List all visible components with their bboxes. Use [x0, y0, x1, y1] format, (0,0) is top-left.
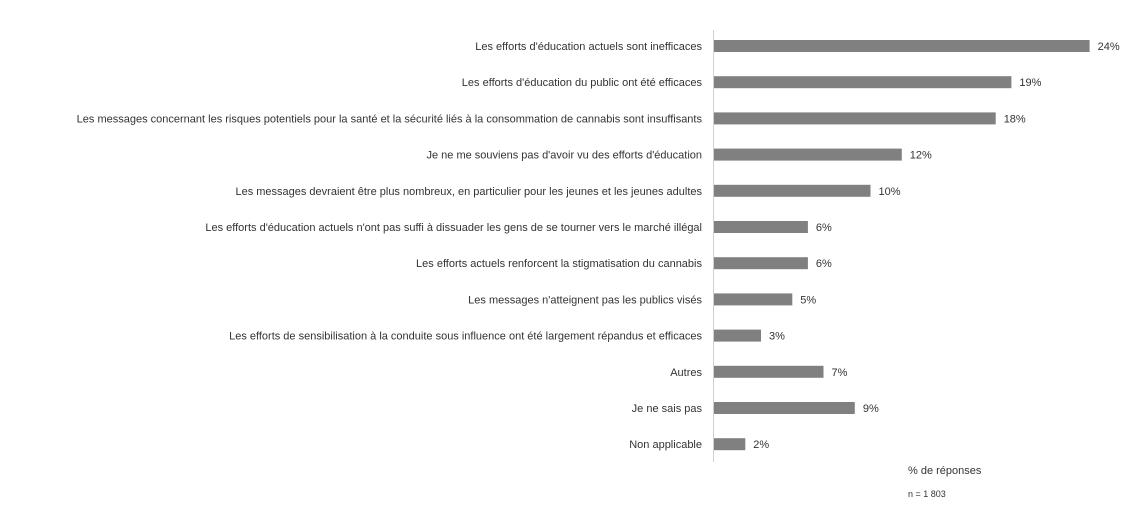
- value-label: 12%: [910, 150, 932, 162]
- category-label: Les efforts d'éducation du public ont ét…: [462, 77, 703, 89]
- bar-4: [714, 148, 902, 161]
- bar-12: [714, 438, 746, 451]
- category-labels-group: Les efforts d'éducation actuels sont ine…: [77, 41, 703, 451]
- bar-3: [714, 112, 996, 125]
- category-label: Autres: [670, 367, 702, 379]
- bar-8: [714, 293, 793, 306]
- category-label: Je ne sais pas: [632, 403, 703, 415]
- bar-10: [714, 365, 824, 378]
- x-axis-title: % de réponses: [908, 465, 982, 477]
- value-label: 6%: [816, 222, 832, 234]
- category-label: Je ne me souviens pas d'avoir vu des eff…: [427, 150, 703, 162]
- bars-group: [714, 40, 1090, 451]
- value-label: 9%: [863, 403, 879, 415]
- bar-2: [714, 76, 1012, 89]
- value-label: 18%: [1004, 113, 1026, 125]
- category-label: Les messages n'atteignent pas les public…: [468, 294, 702, 306]
- value-labels-group: 24% 19% 18% 12% 10% 6% 6% 5% 3% 7% 9% 2%: [753, 41, 1120, 451]
- bar-5: [714, 184, 871, 197]
- value-label: 2%: [753, 439, 769, 451]
- value-label: 24%: [1098, 41, 1120, 53]
- value-label: 5%: [800, 294, 816, 306]
- value-label: 10%: [879, 186, 901, 198]
- bar-9: [714, 329, 761, 342]
- bar-7: [714, 257, 808, 270]
- category-label: Les messages devraient être plus nombreu…: [235, 186, 702, 198]
- bar-6: [714, 221, 808, 233]
- bar-1: [714, 40, 1090, 52]
- value-label: 6%: [816, 258, 832, 270]
- category-label: Les efforts actuels renforcent la stigma…: [416, 258, 702, 270]
- value-label: 19%: [1019, 77, 1041, 89]
- category-label: Les messages concernant les risques pote…: [77, 113, 703, 125]
- value-label: 3%: [769, 331, 785, 343]
- category-label: Les efforts d'éducation actuels sont ine…: [475, 41, 702, 53]
- sample-size-note: n = 1 803: [908, 489, 946, 499]
- category-label: Non applicable: [629, 439, 702, 451]
- category-label: Les efforts d'éducation actuels n'ont pa…: [205, 222, 702, 234]
- category-label: Les efforts de sensibilisation à la cond…: [229, 331, 702, 343]
- value-label: 7%: [832, 367, 848, 379]
- bar-11: [714, 402, 855, 414]
